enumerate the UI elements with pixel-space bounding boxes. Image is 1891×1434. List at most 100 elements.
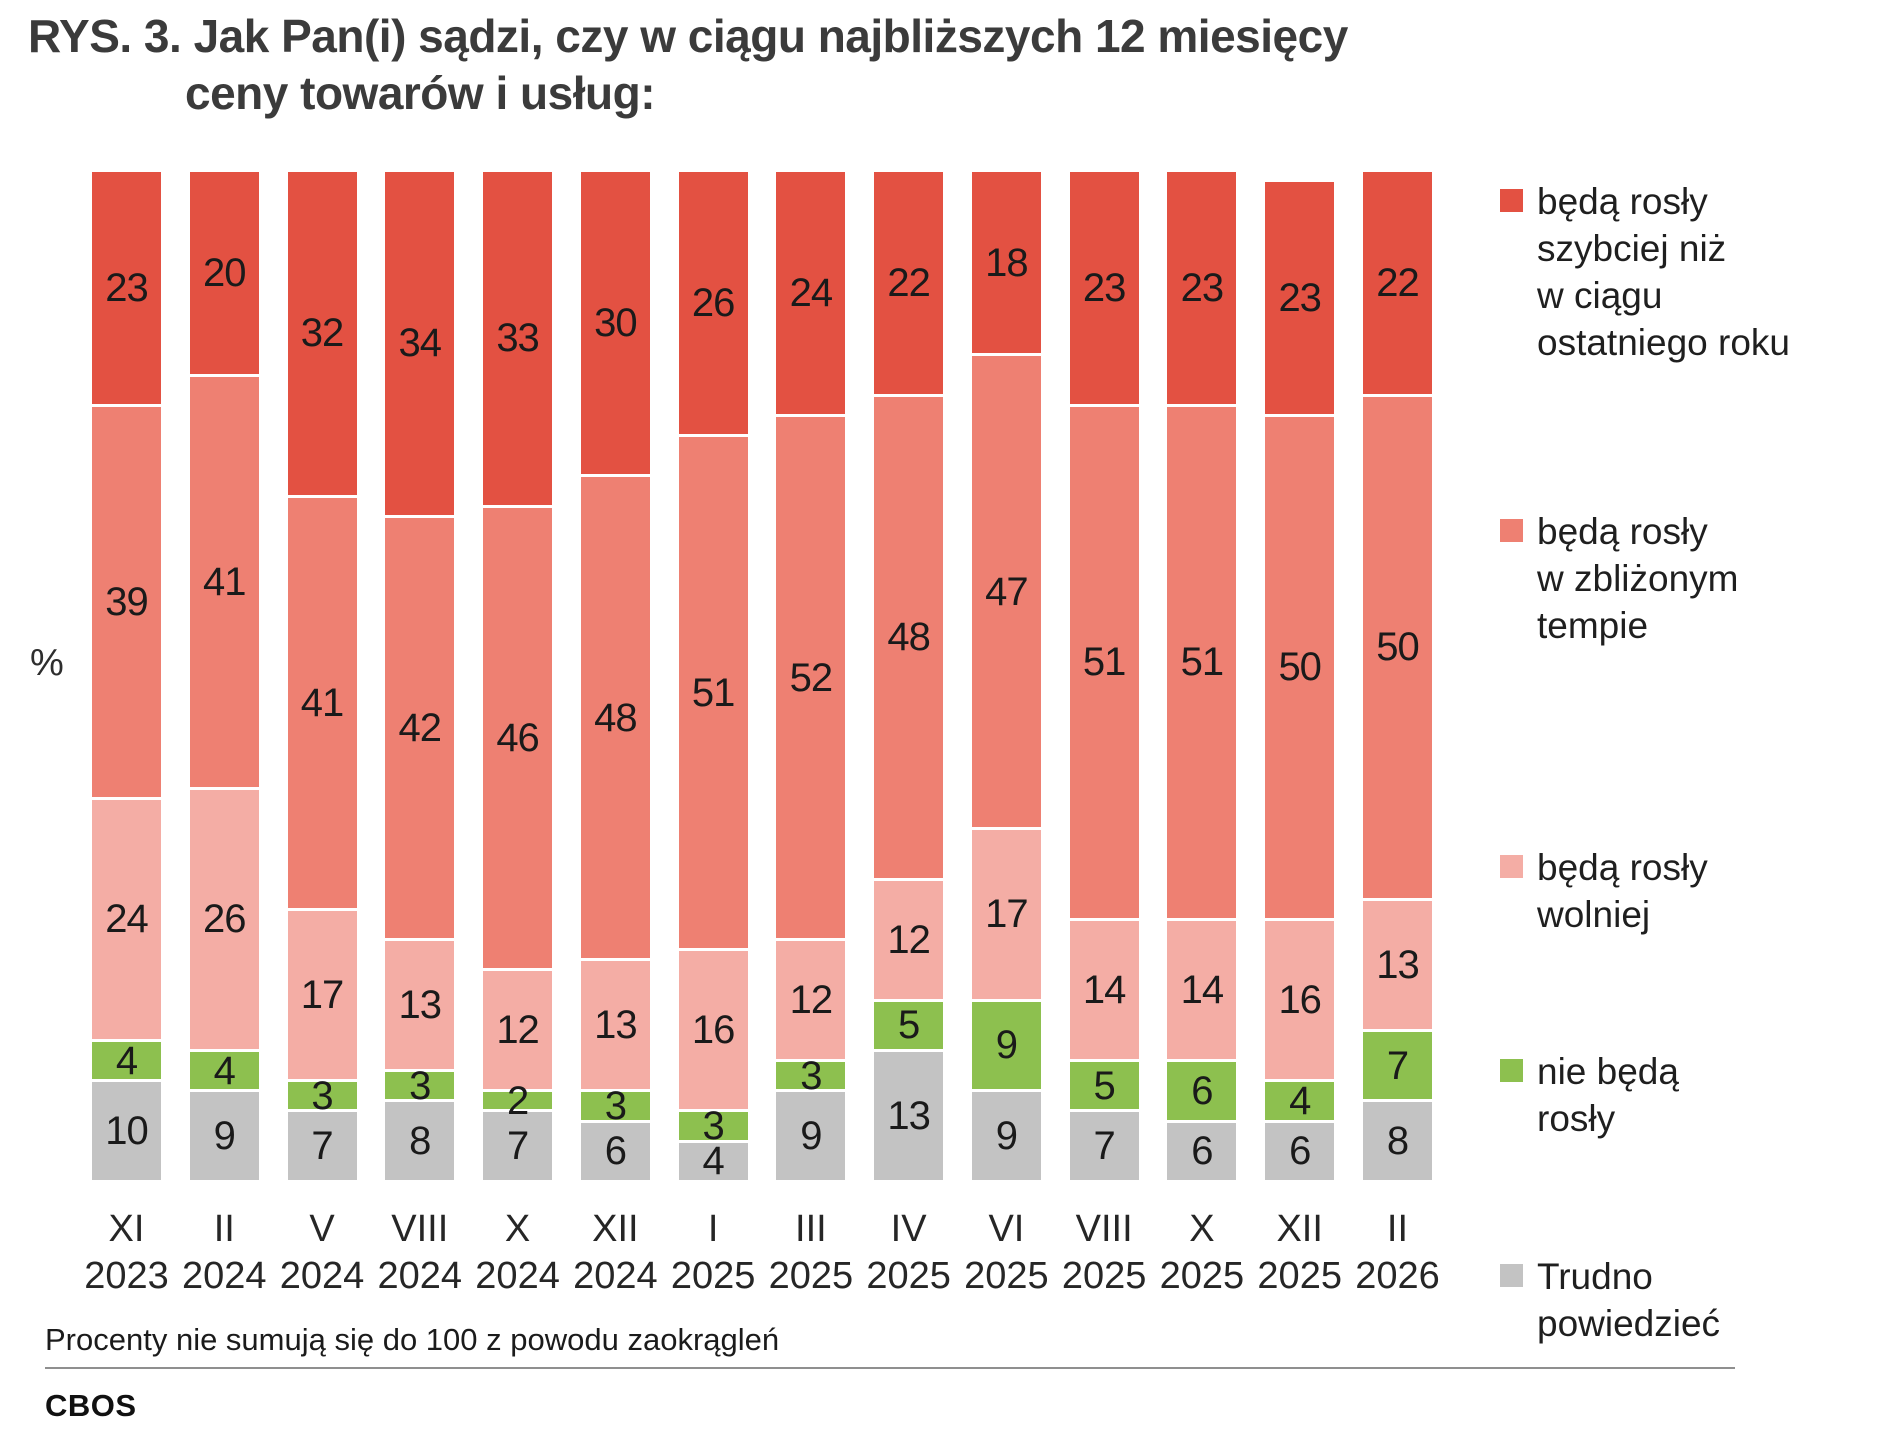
segment-value: 7 [506, 1124, 529, 1169]
legend-swatch-icon [1500, 1264, 1523, 1287]
segment-nie-beda-rosly: 4 [92, 1038, 161, 1083]
segment-value: 4 [702, 1139, 724, 1184]
segment-value: 6 [1191, 1068, 1213, 1113]
segment-trudno-powiedziec: 9 [971, 1089, 1041, 1180]
legend-item-beda-rosly-wolniej: będą rosły wolniej [1500, 844, 1708, 938]
segment-beda-rosly-w-zblizonym-tempie: 47 [971, 353, 1041, 828]
x-tick-month: XII [1276, 1208, 1323, 1250]
x-tick-VIII-2024: VIII 2024 [378, 1206, 463, 1300]
segment-value: 33 [496, 316, 539, 361]
legend-label-line: nie będą [1537, 1051, 1679, 1092]
segment-beda-rosly-wolniej: 14 [1167, 917, 1237, 1060]
segment-value: 9 [800, 1114, 822, 1159]
segment-beda-rosly-w-zblizonym-tempie: 48 [874, 393, 944, 878]
x-tick-month: X [1189, 1208, 1215, 1250]
segment-value: 48 [887, 615, 930, 660]
segment-value: 14 [1082, 968, 1126, 1012]
x-tick-IV-2025: IV 2025 [866, 1206, 951, 1300]
x-tick-month: V [309, 1208, 335, 1250]
legend-label-line: będą rosły [1537, 847, 1708, 888]
bar-IV-2025: 13 5 12 48 22 [874, 172, 944, 1180]
segment-trudno-powiedziec: 6 [1167, 1119, 1237, 1180]
segment-nie-beda-rosly: 3 [580, 1086, 650, 1126]
segment-nie-beda-rosly: 5 [874, 998, 944, 1049]
segment-value: 39 [105, 579, 148, 624]
segment-value: 13 [594, 1003, 637, 1048]
legend-item-beda-rosly-szybciej: będą rosły szybciej niż w ciągu ostatniego … [1500, 178, 1790, 366]
segment-beda-rosly-szybciej: 23 [1265, 182, 1335, 414]
x-tick-year: 2025 [1061, 1255, 1147, 1297]
segment-value: 23 [105, 265, 148, 310]
legend-label-line: będą rosły [1537, 511, 1708, 552]
segment-beda-rosly-szybciej: 30 [580, 172, 650, 475]
segment-value: 24 [105, 897, 148, 942]
x-tick-year: 2025 [768, 1255, 854, 1297]
segment-value: 6 [1191, 1129, 1213, 1174]
segment-nie-beda-rosly: 4 [189, 1048, 259, 1091]
segment-nie-beda-rosly: 5 [1069, 1059, 1139, 1110]
segment-nie-beda-rosly: 6 [1167, 1059, 1237, 1120]
segment-value: 7 [311, 1124, 333, 1169]
segment-value: 26 [691, 281, 735, 326]
segment-value: 22 [887, 260, 930, 305]
segment-value: 50 [1278, 645, 1321, 690]
segment-beda-rosly-wolniej: 13 [1362, 897, 1432, 1029]
segment-value: 12 [789, 978, 833, 1023]
segment-value: 3 [800, 1053, 822, 1098]
segment-beda-rosly-wolniej: 12 [483, 968, 553, 1090]
chart-title: RYS. 3. Jak Pan(i) sądzi, czy w ciągu na… [28, 8, 1348, 122]
x-tick-II-2024: II 2024 [182, 1206, 267, 1300]
segment-beda-rosly-szybciej: 22 [874, 172, 944, 394]
segment-value: 8 [409, 1119, 431, 1164]
x-tick-month: I [707, 1208, 719, 1250]
segment-value: 24 [789, 270, 833, 315]
legend-label-line: tempie [1537, 605, 1649, 646]
x-tick-month: III [795, 1208, 827, 1250]
x-tick-year: 2025 [1159, 1255, 1245, 1297]
segment-beda-rosly-szybciej: 22 [1362, 172, 1432, 394]
chart-title-line1: RYS. 3. Jak Pan(i) sądzi, czy w ciągu na… [28, 10, 1348, 62]
legend-swatch-icon [1500, 189, 1523, 212]
segment-value: 6 [1289, 1129, 1311, 1174]
segment-value: 16 [691, 1008, 735, 1053]
x-tick-II-2026: II 2026 [1355, 1206, 1440, 1300]
legend-swatch-icon [1500, 855, 1523, 878]
segment-beda-rosly-w-zblizonym-tempie: 52 [776, 413, 846, 939]
x-tick-year: 2023 [84, 1255, 169, 1297]
x-tick-month: XI [108, 1208, 145, 1250]
x-tick-month: X [504, 1208, 531, 1250]
segment-trudno-powiedziec: 7 [287, 1109, 357, 1180]
segment-beda-rosly-wolniej: 14 [1069, 917, 1139, 1060]
segment-value: 41 [203, 559, 246, 604]
segment-value: 7 [1386, 1043, 1409, 1088]
legend-swatch-icon [1500, 519, 1523, 542]
segment-trudno-powiedziec: 6 [580, 1119, 650, 1180]
x-tick-year: 2024 [182, 1255, 267, 1297]
segment-beda-rosly-w-zblizonym-tempie: 48 [580, 474, 650, 959]
segment-nie-beda-rosly: 3 [678, 1106, 748, 1146]
x-tick-VIII-2025: VIII 2025 [1062, 1206, 1147, 1300]
x-tick-month: XII [592, 1208, 639, 1250]
legend-label-line: będą rosły [1537, 181, 1708, 222]
segment-value: 23 [1180, 265, 1224, 310]
segment-nie-beda-rosly: 3 [287, 1076, 357, 1116]
segment-beda-rosly-szybciej: 34 [385, 172, 455, 515]
x-tick-month: VIII [391, 1208, 449, 1250]
segment-value: 3 [604, 1083, 627, 1128]
segment-beda-rosly-w-zblizonym-tempie: 51 [1167, 403, 1237, 918]
legend-swatch-icon [1500, 1059, 1523, 1082]
segment-value: 30 [594, 301, 637, 346]
x-tick-month: II [1386, 1208, 1409, 1250]
segment-value: 3 [311, 1073, 333, 1118]
segment-value: 4 [1289, 1078, 1311, 1123]
segment-value: 17 [300, 973, 344, 1018]
segment-beda-rosly-szybciej: 26 [678, 172, 748, 435]
segment-value: 13 [1376, 942, 1419, 987]
segment-value: 20 [203, 250, 246, 295]
x-tick-year: 2026 [1355, 1255, 1440, 1297]
segment-value: 48 [594, 695, 637, 740]
segment-value: 4 [115, 1038, 138, 1083]
legend-label-beda-rosly-w-zblizonym-tempie: będą rosły w zbliżonym tempie [1537, 508, 1739, 649]
segment-trudno-powiedziec: 4 [678, 1139, 748, 1184]
x-axis: XI 2023 II 2024 V 2024 VIII 2024 X 2024 XII 2024 I 20… [84, 1206, 1440, 1300]
